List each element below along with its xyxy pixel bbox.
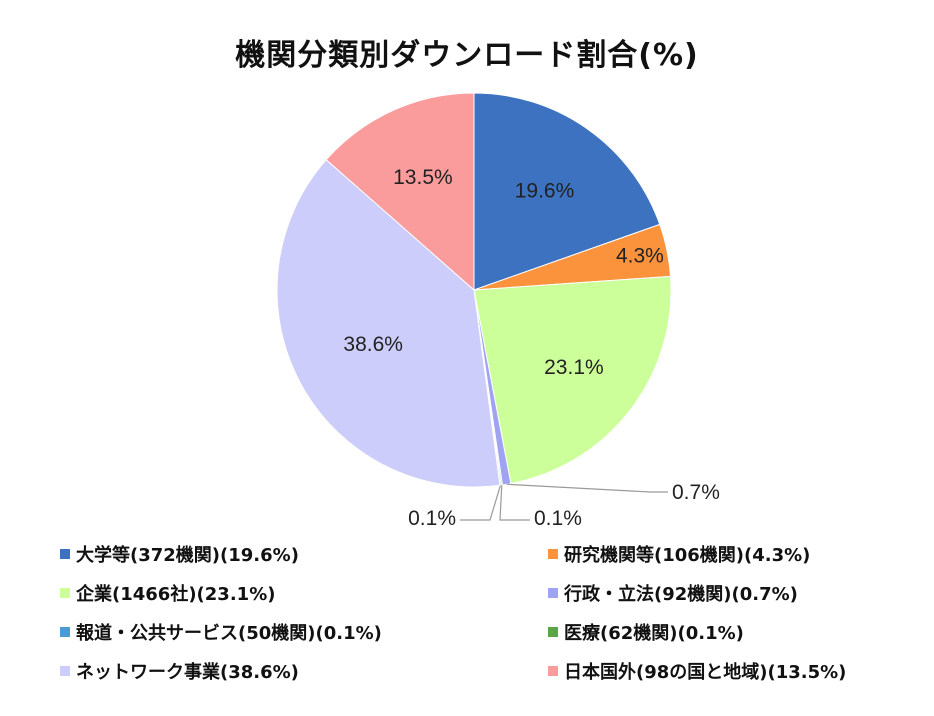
leader-line [506, 483, 668, 493]
slice-data-label: 0.7% [672, 481, 720, 504]
slice-data-label: 38.6% [343, 333, 403, 356]
leader-line [460, 485, 502, 521]
pie-slice [473, 275, 672, 485]
slice-data-label: 23.1% [544, 356, 604, 379]
slice-data-label: 19.6% [515, 179, 575, 202]
slice-data-label: 0.1% [408, 507, 456, 530]
leader-line [499, 484, 530, 521]
pie-slice [325, 92, 475, 292]
slice-data-label: 4.3% [616, 245, 664, 268]
chart-title: 機関分類別ダウンロード割合(%) [235, 38, 699, 73]
pie-slice [276, 159, 501, 488]
slice-data-label: 13.5% [393, 166, 453, 189]
slice-data-label: 0.1% [534, 507, 582, 530]
